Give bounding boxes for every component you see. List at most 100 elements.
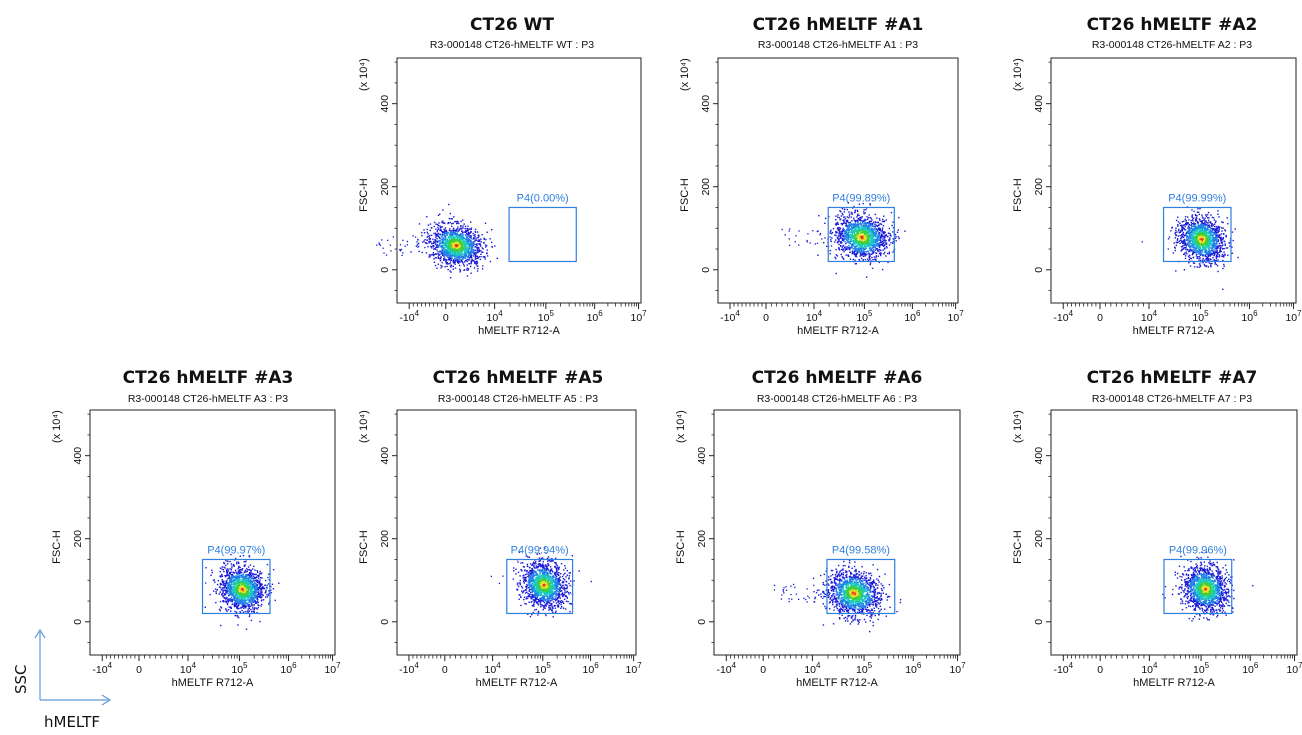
event-dot <box>238 574 240 576</box>
event-dot <box>1204 264 1206 267</box>
event-dot <box>865 219 867 221</box>
event-dot <box>1204 228 1206 230</box>
event-dot <box>455 249 457 252</box>
event-dot <box>219 591 221 593</box>
event-dot <box>863 231 865 233</box>
event-dot <box>872 259 874 261</box>
event-dot <box>387 239 389 241</box>
event-dot <box>1207 258 1209 260</box>
event-dot <box>454 248 456 250</box>
event-dot <box>872 231 874 233</box>
event-dot <box>846 220 849 222</box>
event-dot <box>837 241 839 243</box>
event-dot <box>468 234 470 236</box>
event-dot <box>855 253 857 256</box>
event-dot <box>1215 236 1217 238</box>
event-dot <box>1198 218 1201 220</box>
event-dot <box>871 267 874 270</box>
event-dot <box>853 225 855 227</box>
event-dot <box>472 244 474 247</box>
event-dot <box>1205 261 1207 263</box>
event-dot <box>876 221 879 224</box>
event-dot <box>1200 224 1202 226</box>
event-dot <box>1207 239 1209 242</box>
event-dot <box>1185 251 1187 253</box>
event-dot <box>845 231 847 234</box>
event-dot <box>1188 224 1190 226</box>
event-dot <box>462 263 465 266</box>
event-dot <box>1177 221 1180 223</box>
event-dot <box>453 237 455 239</box>
event-dot <box>1222 255 1224 258</box>
event-dot <box>1210 258 1212 261</box>
event-dot <box>457 230 459 233</box>
event-dot <box>874 227 876 229</box>
event-dot <box>450 259 452 261</box>
event-dot <box>425 252 428 254</box>
y-tick-label: 400 <box>1033 95 1045 113</box>
event-dot <box>446 245 448 247</box>
event-dot <box>1215 230 1217 232</box>
event-dot <box>480 250 482 252</box>
event-dot <box>855 250 858 252</box>
event-dot <box>439 253 441 256</box>
event-dot <box>1182 241 1185 243</box>
event-dot <box>1209 255 1211 257</box>
event-dot <box>867 242 870 244</box>
event-dot <box>875 255 877 257</box>
event-dot <box>404 245 406 247</box>
event-dot <box>1205 258 1207 261</box>
event-dot <box>467 225 469 227</box>
event-dot <box>442 237 444 239</box>
event-dot <box>1229 245 1231 247</box>
event-dot <box>846 216 848 218</box>
event-dot <box>463 256 465 259</box>
event-dot <box>453 259 455 261</box>
event-dot <box>1217 226 1220 228</box>
event-dot <box>855 226 857 229</box>
event-dot <box>1204 249 1207 251</box>
event-dot <box>874 246 876 248</box>
event-dot <box>249 596 251 598</box>
event-dot <box>853 217 855 219</box>
event-dot <box>824 237 826 239</box>
event-dot <box>1199 236 1201 238</box>
event-dot <box>843 258 845 260</box>
event-dot <box>462 242 464 244</box>
event-dot <box>450 218 452 220</box>
event-dot <box>452 252 454 254</box>
event-dot <box>1211 247 1213 250</box>
event-dot <box>467 241 470 243</box>
event-dot <box>440 242 442 244</box>
event-dot <box>474 240 476 242</box>
event-dot <box>814 243 816 245</box>
event-dot <box>840 215 843 217</box>
event-dot <box>457 236 459 238</box>
event-dot <box>1202 257 1204 260</box>
event-dot <box>876 217 878 219</box>
event-dot <box>1187 225 1190 228</box>
event-dot <box>433 258 435 260</box>
event-dot <box>870 248 872 250</box>
event-dot <box>862 259 864 261</box>
event-dot <box>461 248 463 250</box>
event-dot <box>1210 254 1213 256</box>
event-dot <box>872 238 875 241</box>
event-dot <box>239 602 242 604</box>
event-dot <box>474 249 476 252</box>
event-dot <box>243 571 245 574</box>
event-dot <box>878 224 880 226</box>
event-dot <box>1209 221 1212 223</box>
event-dot <box>469 228 471 230</box>
event-dot <box>864 233 866 235</box>
event-dot <box>795 235 797 237</box>
event-dot <box>885 245 888 248</box>
event-dot <box>861 246 863 248</box>
event-dot <box>248 568 251 571</box>
event-dot <box>464 251 466 253</box>
event-dot <box>423 232 426 234</box>
event-dot <box>436 234 439 236</box>
event-dot <box>406 240 409 243</box>
event-dot <box>466 246 468 248</box>
event-dot <box>835 254 838 256</box>
